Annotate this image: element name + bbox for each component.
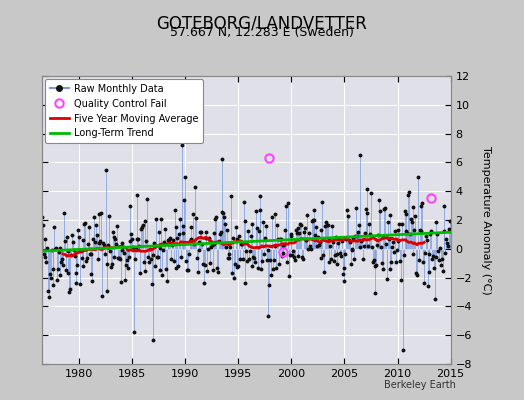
Text: GOTEBORG/LANDVETTER: GOTEBORG/LANDVETTER	[157, 14, 367, 32]
Text: Berkeley Earth: Berkeley Earth	[384, 380, 456, 390]
Legend: Raw Monthly Data, Quality Control Fail, Five Year Moving Average, Long-Term Tren: Raw Monthly Data, Quality Control Fail, …	[45, 79, 203, 143]
Text: 57.667 N, 12.283 E (Sweden): 57.667 N, 12.283 E (Sweden)	[170, 26, 354, 39]
Y-axis label: Temperature Anomaly (°C): Temperature Anomaly (°C)	[482, 146, 492, 294]
